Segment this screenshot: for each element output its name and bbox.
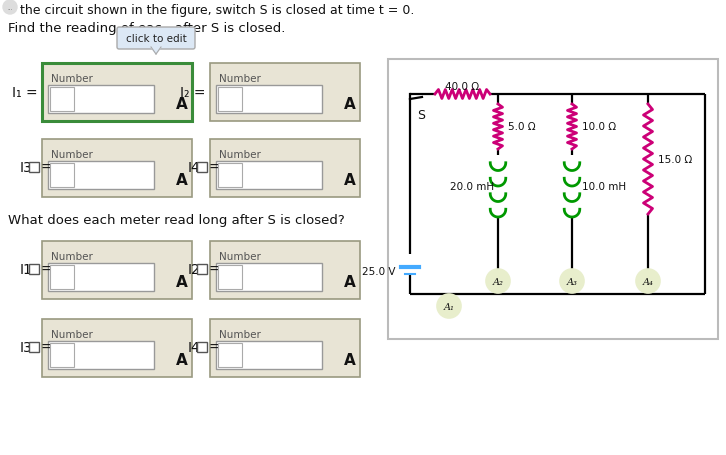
- Text: =: =: [41, 161, 52, 175]
- Circle shape: [560, 269, 584, 293]
- FancyBboxPatch shape: [216, 341, 322, 369]
- Text: the circuit shown in the figure, switch S is closed at time t = 0.: the circuit shown in the figure, switch …: [20, 4, 415, 17]
- FancyBboxPatch shape: [50, 343, 74, 367]
- FancyBboxPatch shape: [210, 64, 360, 122]
- Text: A: A: [176, 172, 188, 187]
- FancyBboxPatch shape: [42, 140, 192, 197]
- Text: 20.0 mH: 20.0 mH: [450, 182, 494, 192]
- Text: I₂ =: I₂ =: [181, 86, 206, 100]
- Text: A₄: A₄: [643, 278, 653, 287]
- Text: =: =: [209, 340, 221, 354]
- FancyBboxPatch shape: [216, 86, 322, 114]
- Text: Number: Number: [51, 74, 93, 84]
- FancyBboxPatch shape: [48, 263, 154, 291]
- FancyBboxPatch shape: [218, 88, 242, 112]
- Text: Number: Number: [51, 150, 93, 160]
- FancyBboxPatch shape: [42, 64, 192, 122]
- Text: A: A: [344, 97, 356, 112]
- FancyBboxPatch shape: [50, 265, 74, 289]
- Text: Number: Number: [219, 74, 261, 84]
- Circle shape: [3, 1, 17, 15]
- Text: Find the reading of eac: Find the reading of eac: [8, 22, 162, 35]
- FancyBboxPatch shape: [216, 263, 322, 291]
- Text: =: =: [41, 263, 52, 276]
- FancyBboxPatch shape: [29, 342, 39, 352]
- FancyBboxPatch shape: [216, 162, 322, 190]
- Text: A: A: [176, 274, 188, 289]
- FancyBboxPatch shape: [48, 162, 154, 190]
- FancyBboxPatch shape: [197, 342, 207, 352]
- FancyBboxPatch shape: [210, 140, 360, 197]
- FancyBboxPatch shape: [388, 60, 718, 339]
- Text: 15.0 Ω: 15.0 Ω: [658, 155, 693, 165]
- FancyBboxPatch shape: [50, 88, 74, 112]
- Polygon shape: [151, 48, 161, 55]
- Text: 25.0 V: 25.0 V: [362, 267, 396, 276]
- Text: I4: I4: [188, 340, 201, 354]
- FancyBboxPatch shape: [48, 86, 154, 114]
- FancyBboxPatch shape: [210, 319, 360, 377]
- Text: I₁ =: I₁ =: [12, 86, 38, 100]
- FancyBboxPatch shape: [218, 343, 242, 367]
- Text: I1: I1: [20, 263, 33, 276]
- FancyBboxPatch shape: [50, 164, 74, 187]
- Text: after S is closed.: after S is closed.: [175, 22, 285, 35]
- Text: S: S: [417, 109, 425, 122]
- FancyBboxPatch shape: [48, 341, 154, 369]
- Circle shape: [486, 269, 510, 293]
- Text: =: =: [209, 161, 221, 175]
- Text: 10.0 Ω: 10.0 Ω: [582, 122, 616, 131]
- Text: Number: Number: [51, 252, 93, 262]
- FancyBboxPatch shape: [197, 162, 207, 172]
- Text: A₂: A₂: [492, 278, 503, 287]
- Text: ...: ...: [7, 5, 12, 10]
- Text: A: A: [344, 274, 356, 289]
- FancyBboxPatch shape: [29, 162, 39, 172]
- Text: 40.0 Ω: 40.0 Ω: [445, 82, 479, 92]
- Text: Number: Number: [219, 329, 261, 339]
- FancyBboxPatch shape: [218, 265, 242, 289]
- Text: 5.0 Ω: 5.0 Ω: [508, 122, 536, 132]
- Text: I2: I2: [188, 263, 201, 276]
- FancyBboxPatch shape: [117, 28, 195, 50]
- Text: Number: Number: [51, 329, 93, 339]
- Circle shape: [437, 294, 461, 318]
- Text: =: =: [41, 340, 52, 354]
- Text: A: A: [344, 352, 356, 367]
- Text: A₃: A₃: [566, 278, 577, 287]
- Text: Number: Number: [219, 150, 261, 160]
- Text: A: A: [176, 97, 188, 112]
- FancyBboxPatch shape: [42, 319, 192, 377]
- Text: I3: I3: [20, 340, 33, 354]
- Text: click to edit: click to edit: [126, 34, 187, 44]
- Text: A: A: [344, 172, 356, 187]
- Text: =: =: [209, 263, 221, 276]
- FancyBboxPatch shape: [218, 164, 242, 187]
- FancyBboxPatch shape: [42, 242, 192, 299]
- Text: I4: I4: [188, 161, 201, 175]
- Text: Number: Number: [219, 252, 261, 262]
- Text: A: A: [176, 352, 188, 367]
- Circle shape: [636, 269, 660, 293]
- Text: A₁: A₁: [444, 303, 454, 312]
- FancyBboxPatch shape: [197, 264, 207, 274]
- FancyBboxPatch shape: [210, 242, 360, 299]
- Text: I3: I3: [20, 161, 33, 175]
- Text: 10.0 mH: 10.0 mH: [582, 182, 626, 192]
- Text: What does each meter read long after S is closed?: What does each meter read long after S i…: [8, 213, 345, 227]
- FancyBboxPatch shape: [29, 264, 39, 274]
